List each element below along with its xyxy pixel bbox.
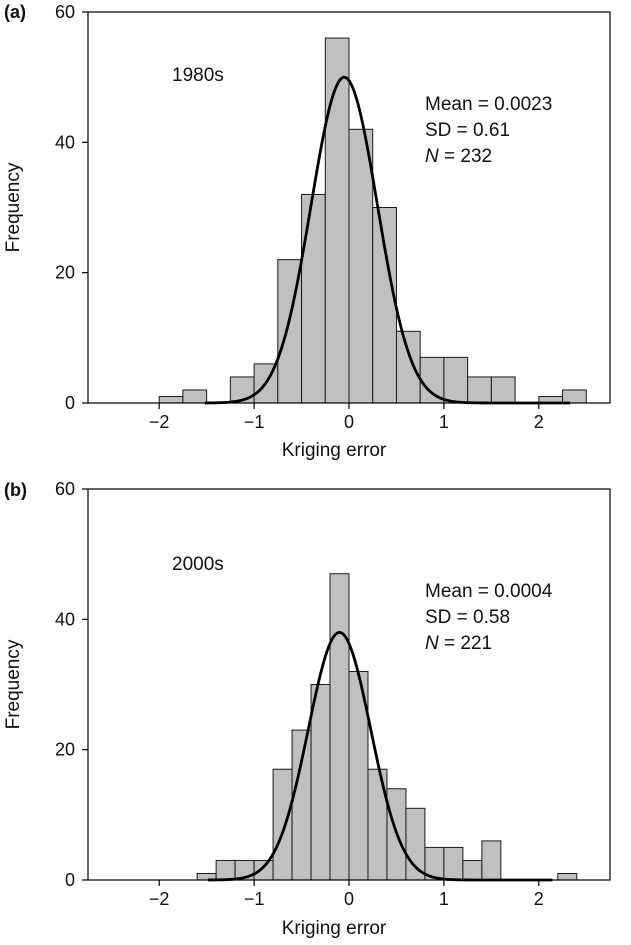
histogram-bar xyxy=(481,840,502,881)
histogram-bar xyxy=(372,207,397,404)
x-tick-label: −1 xyxy=(244,889,265,909)
histogram-bar xyxy=(405,807,426,881)
x-tick-label: 1 xyxy=(439,412,449,432)
x-axis-label: Kriging error xyxy=(282,440,387,461)
histogram-bar xyxy=(272,768,293,881)
x-tick-label: −1 xyxy=(244,412,265,432)
stats-mean: Mean = 0.0004 xyxy=(425,581,553,602)
x-tick-label: 1 xyxy=(439,889,449,909)
stats-sd: SD = 0.58 xyxy=(425,607,510,628)
histogram-bar xyxy=(301,193,326,404)
x-tick-label: 2 xyxy=(534,889,544,909)
stats-sd: SD = 0.61 xyxy=(425,120,510,141)
x-axis-label: Kriging error xyxy=(282,918,387,939)
y-tick-label: 0 xyxy=(65,870,75,890)
stats-n: N = 232 xyxy=(425,146,492,167)
x-tick-label: −2 xyxy=(149,412,170,432)
histogram-bar xyxy=(462,859,483,881)
histogram-bar xyxy=(253,859,274,881)
histogram-bar xyxy=(443,846,464,881)
histogram-bar xyxy=(158,395,184,404)
y-axis-label: Frequency xyxy=(3,639,24,729)
y-tick-label: 60 xyxy=(55,479,75,499)
stats-mean: Mean = 0.0023 xyxy=(425,94,552,115)
histogram-bar xyxy=(215,859,236,881)
y-tick-label: 0 xyxy=(65,393,75,413)
x-tick-label: 0 xyxy=(344,412,354,432)
histogram-bar xyxy=(348,128,374,404)
histogram-bar xyxy=(419,356,445,404)
y-tick-label: 20 xyxy=(55,263,75,283)
stats-n-symbol: N xyxy=(425,146,439,167)
histogram-bar xyxy=(557,872,578,881)
y-tick-label: 40 xyxy=(55,132,75,152)
x-tick-label: −2 xyxy=(149,889,170,909)
histogram-bar xyxy=(395,330,421,404)
histogram-bar xyxy=(490,376,516,404)
histogram-bar xyxy=(443,356,469,404)
histogram-bar xyxy=(467,376,492,404)
histogram-bar xyxy=(324,37,350,404)
stats-n-value: = 221 xyxy=(439,633,492,654)
histogram-bar xyxy=(310,684,331,881)
x-tick-label: 0 xyxy=(344,889,354,909)
histogram-bar xyxy=(291,729,312,881)
stats-n: N = 221 xyxy=(425,633,492,654)
y-tick-label: 40 xyxy=(55,609,75,629)
y-tick-label: 20 xyxy=(55,740,75,760)
panel-title: 1980s xyxy=(172,65,224,86)
histogram-bar xyxy=(182,389,208,404)
histogram-bar xyxy=(562,389,587,404)
panel-label: (a) xyxy=(4,2,26,22)
panel-label: (b) xyxy=(4,480,27,500)
stats-n-value: = 232 xyxy=(439,146,492,167)
y-tick-label: 60 xyxy=(55,2,75,22)
histogram-bar xyxy=(329,573,350,881)
stats-n-symbol: N xyxy=(425,633,439,654)
panel-title: 2000s xyxy=(172,554,224,575)
x-tick-label: 2 xyxy=(534,412,544,432)
y-axis-label: Frequency xyxy=(3,162,24,252)
